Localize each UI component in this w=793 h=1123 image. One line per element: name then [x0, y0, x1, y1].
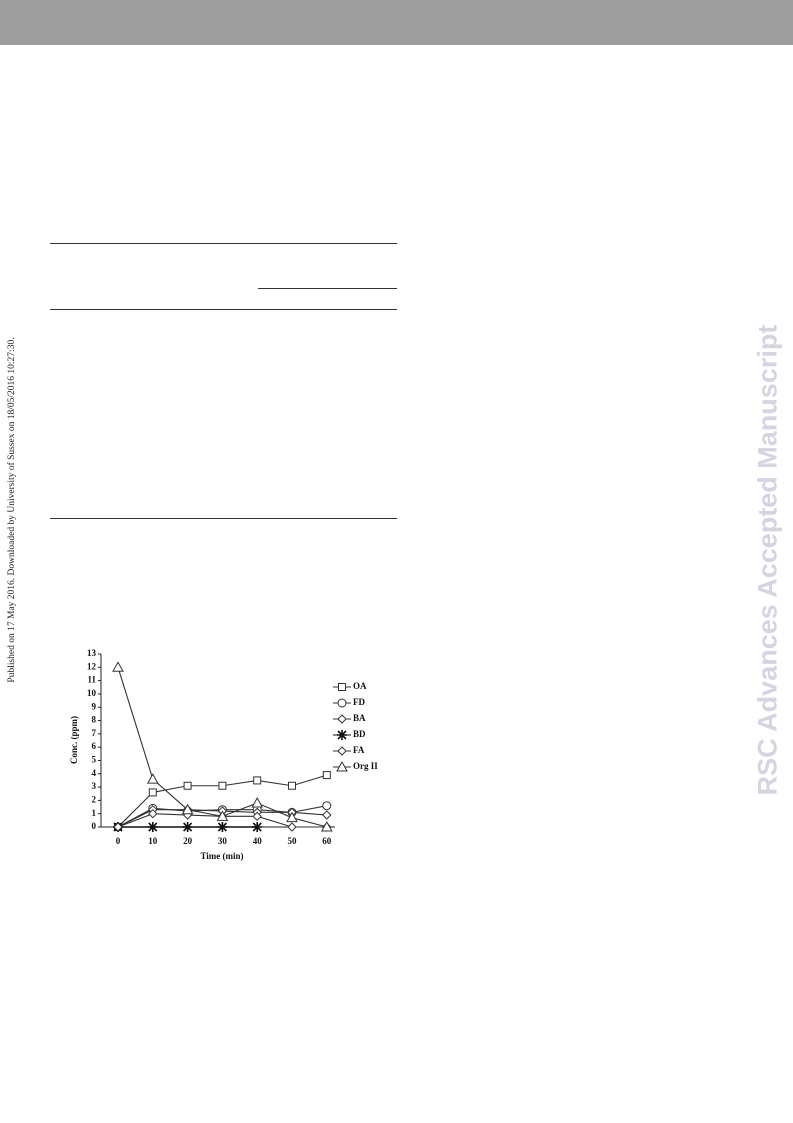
marker: [253, 776, 262, 785]
marker: [337, 746, 347, 756]
marker: [113, 822, 123, 832]
marker: [286, 811, 298, 823]
table-rule: [50, 518, 397, 519]
legend-label: FD: [353, 697, 365, 707]
marker: [216, 810, 229, 821]
marker: [252, 822, 263, 832]
marker: [337, 730, 347, 740]
header-bar: [0, 0, 793, 45]
legend-label: FA: [353, 745, 365, 755]
y-tick-label: 1: [92, 808, 97, 818]
x-tick-label: 0: [116, 836, 121, 846]
marker: [251, 797, 264, 808]
y-tick-label: 2: [92, 794, 97, 804]
y-tick-label: 4: [92, 768, 97, 778]
table-rule: [50, 243, 397, 244]
y-tick-label: 8: [92, 715, 97, 725]
y-axis-title: Conc. (ppm): [69, 716, 79, 764]
y-tick-label: 11: [87, 675, 96, 685]
table-rule: [50, 309, 397, 310]
marker: [288, 781, 296, 790]
y-tick-label: 0: [92, 821, 97, 831]
series-line: [117, 667, 327, 828]
legend-label: BA: [353, 713, 366, 723]
x-tick-label: 50: [288, 836, 298, 846]
marker: [146, 773, 159, 784]
x-tick-label: 60: [322, 836, 332, 846]
marker: [320, 820, 333, 832]
marker: [252, 811, 262, 822]
marker: [181, 803, 194, 815]
marker: [148, 788, 157, 797]
y-tick-label: 13: [87, 648, 97, 658]
marker: [218, 781, 227, 790]
marker: [322, 810, 332, 820]
x-axis-title: Time (min): [200, 851, 243, 861]
legend-label: BD: [353, 729, 366, 739]
marker: [336, 760, 348, 772]
marker: [183, 781, 192, 790]
y-tick-label: 9: [92, 701, 97, 711]
x-tick-label: 30: [218, 836, 228, 846]
y-tick-label: 10: [87, 688, 97, 698]
marker: [112, 661, 124, 672]
marker: [337, 714, 347, 724]
x-tick-label: 10: [148, 836, 158, 846]
y-tick-label: 12: [87, 661, 97, 671]
y-tick-label: 5: [92, 755, 97, 765]
marker: [217, 822, 228, 832]
legend-label: OA: [353, 681, 367, 691]
legend-label: Org II: [353, 761, 378, 771]
marker: [148, 808, 158, 819]
marker: [338, 683, 346, 691]
table-rule: [258, 288, 397, 289]
y-tick-label: 7: [92, 728, 97, 738]
y-tick-label: 3: [92, 781, 97, 791]
marker: [287, 822, 297, 832]
marker: [182, 822, 193, 832]
marker: [322, 771, 331, 780]
marker: [147, 822, 158, 832]
x-tick-label: 20: [183, 836, 193, 846]
marker: [322, 801, 332, 811]
y-tick-label: 6: [92, 741, 97, 751]
marker: [337, 698, 347, 708]
x-tick-label: 40: [253, 836, 263, 846]
